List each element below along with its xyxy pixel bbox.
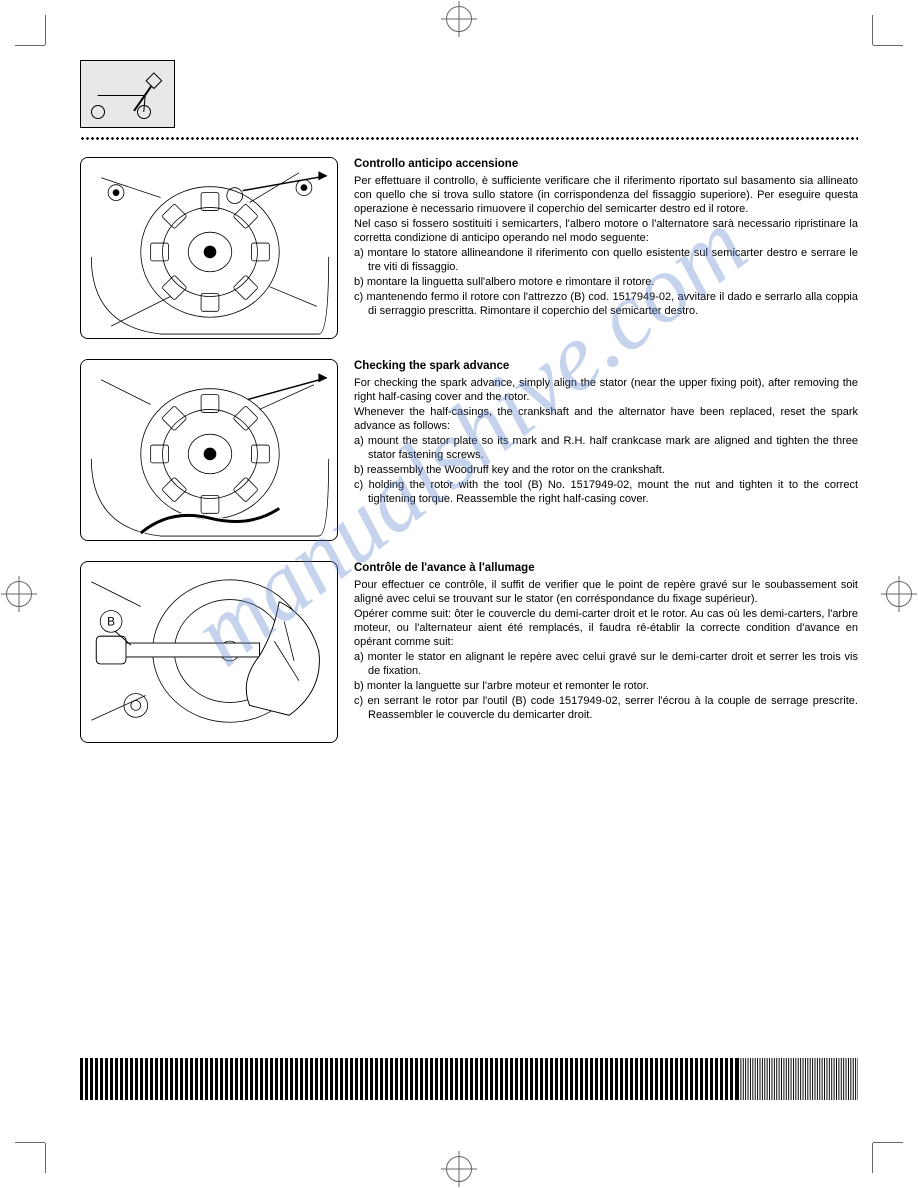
crop-mark [873, 45, 903, 46]
heading: Contrôle de l'avance à l'allumage [354, 561, 858, 576]
registration-mark [446, 1156, 472, 1182]
crop-mark [873, 1142, 903, 1143]
text-french: Contrôle de l'avance à l'allumage Pour e… [354, 561, 858, 724]
paragraph: Nel caso si fossero sostituiti i semicar… [354, 217, 858, 245]
paragraph: For checking the spark advance, simply a… [354, 376, 858, 404]
paragraph: Per effettuare il controllo, è sufficien… [354, 174, 858, 216]
paragraph: Whenever the half-casings, the crankshaf… [354, 405, 858, 433]
registration-mark [886, 581, 912, 607]
heading: Controllo anticipo accensione [354, 157, 858, 172]
paragraph: Pour effectuer ce contrôle, il suffit de… [354, 578, 858, 606]
crop-mark [872, 15, 873, 45]
text-english: Checking the spark advance For checking … [354, 359, 858, 507]
svg-text:B: B [107, 614, 115, 628]
page-content: manualshive.com [80, 60, 858, 1128]
barcode-footer [80, 1058, 858, 1100]
crop-mark [872, 1143, 873, 1173]
heading: Checking the spark advance [354, 359, 858, 374]
crop-mark [15, 1142, 45, 1143]
list-item: c) holding the rotor with the tool (B) N… [354, 478, 858, 506]
section-french: B Contrôle de l'avance à l'allumage Pour… [80, 561, 858, 743]
divider-dots [80, 136, 858, 141]
crop-mark [45, 1143, 46, 1173]
section-italian: Controllo anticipo accensione Per effett… [80, 157, 858, 339]
registration-mark [6, 581, 32, 607]
list-item: b) montare la linguetta sull'albero moto… [354, 275, 858, 289]
list-item: c) mantenendo fermo il rotore con l'attr… [354, 290, 858, 318]
text-italian: Controllo anticipo accensione Per effett… [354, 157, 858, 320]
registration-mark [446, 6, 472, 32]
list-item: c) en serrant le rotor par l'outil (B) c… [354, 694, 858, 722]
list-item: a) montare lo statore allineandone il ri… [354, 246, 858, 274]
section-english: Checking the spark advance For checking … [80, 359, 858, 541]
figure-stator-2 [80, 359, 338, 541]
list-item: a) monter le stator en alignant le repèr… [354, 650, 858, 678]
paragraph: Opérer comme suit: ôter le couvercle du … [354, 607, 858, 649]
crop-mark [45, 15, 46, 45]
crop-mark [15, 45, 45, 46]
list-item: a) mount the stator plate so its mark an… [354, 434, 858, 462]
chapter-icon [80, 60, 175, 128]
figure-stator-1 [80, 157, 338, 339]
figure-tool: B [80, 561, 338, 743]
list-item: b) monter la languette sur l'arbre moteu… [354, 679, 858, 693]
list-item: b) reassembly the Woodruff key and the r… [354, 463, 858, 477]
